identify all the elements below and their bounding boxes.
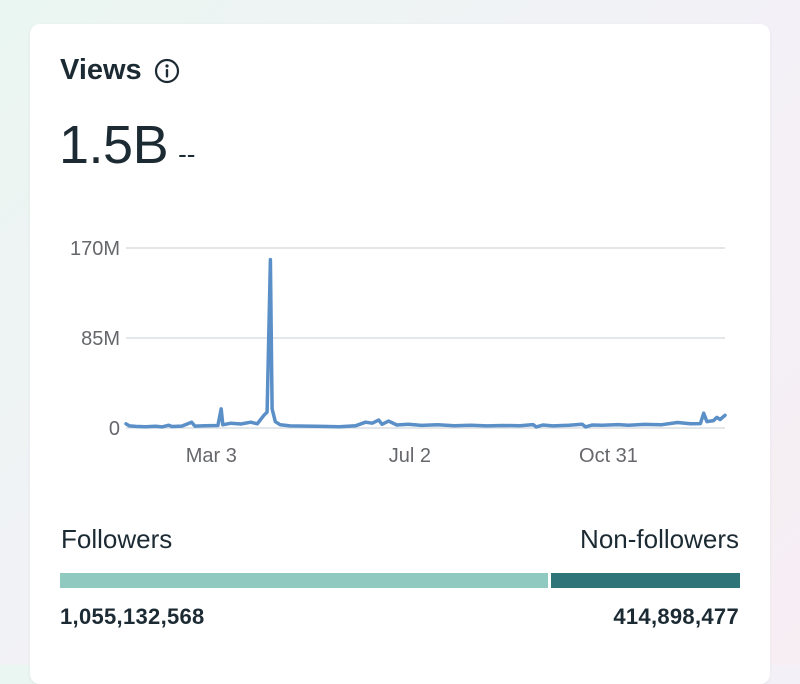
audience-split-bar <box>60 573 740 588</box>
followers-bar-segment <box>60 573 549 588</box>
views-total: 1.5B <box>59 115 169 175</box>
views-change: -- <box>178 139 196 169</box>
views-card: Views 1.5B -- 0 85M 170M Mar 3 Jul 2 Oct 31 … <box>30 24 770 684</box>
x-tick-label: Jul 2 <box>389 445 431 467</box>
views-series-line <box>124 257 727 429</box>
split-bar-divider <box>548 573 552 588</box>
followers-count: 1,055,132,568 <box>60 604 205 629</box>
non-followers-bar-segment <box>551 573 740 588</box>
y-tick-label: 170M <box>70 238 120 260</box>
y-tick-label: 0 <box>109 418 120 440</box>
info-icon[interactable] <box>154 58 180 84</box>
card-title: Views <box>60 54 142 86</box>
x-tick-label: Mar 3 <box>186 445 237 467</box>
metric-row: 1.5B -- <box>59 114 195 176</box>
non-followers-count: 414,898,477 <box>613 604 739 629</box>
non-followers-label: Non-followers <box>580 524 739 554</box>
views-line-chart[interactable]: 0 85M 170M Mar 3 Jul 2 Oct 31 <box>30 24 770 504</box>
x-tick-label: Oct 31 <box>579 445 638 467</box>
card-header: Views <box>60 54 180 87</box>
followers-label: Followers <box>61 524 173 554</box>
y-tick-label: 85M <box>81 328 120 350</box>
